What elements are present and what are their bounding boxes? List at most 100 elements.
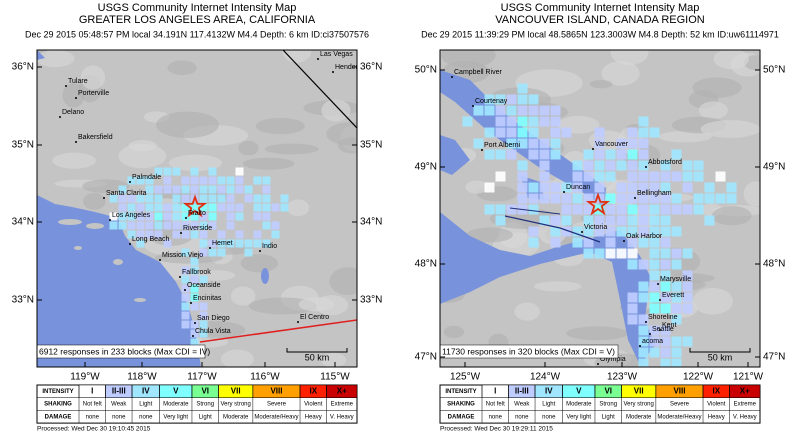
intensity-block <box>616 215 627 226</box>
intensity-block <box>649 215 660 226</box>
city-label: Tulare <box>68 78 88 85</box>
intensity-block <box>217 185 226 194</box>
intensity-block <box>172 185 181 194</box>
relief <box>62 83 85 108</box>
intensity-block <box>199 176 208 185</box>
intensity-block <box>671 303 682 314</box>
intensity-block <box>154 203 163 212</box>
city-dot <box>185 217 187 219</box>
intensity-block <box>473 105 484 116</box>
lat-label: 34°N <box>12 217 34 228</box>
intensity-block <box>199 203 208 212</box>
intensity-block <box>583 215 594 226</box>
city-label: Hemet <box>212 240 233 247</box>
city-label: Delano <box>62 109 84 116</box>
intensity-block <box>682 248 693 259</box>
intensity-block <box>517 94 528 105</box>
relief <box>441 50 496 69</box>
relief <box>52 152 96 169</box>
intensity-block <box>605 226 616 237</box>
city-dot <box>472 105 474 107</box>
intensity-block <box>495 204 506 215</box>
city-label: Rialto <box>188 210 206 217</box>
intensity-label: X+ <box>337 386 347 395</box>
boundary-line <box>509 207 561 215</box>
intensity-block <box>649 182 660 193</box>
intensity-block <box>649 347 660 358</box>
intensity-block <box>638 204 649 215</box>
city-label: Seattle <box>652 326 674 333</box>
intensity-block <box>495 116 506 127</box>
intensity-block <box>235 239 244 248</box>
city-label: Oceanside <box>187 282 221 289</box>
city-dot <box>103 197 105 199</box>
relief <box>329 267 357 296</box>
intensity-block <box>561 127 572 138</box>
intensity-block <box>605 160 616 171</box>
intensity-block <box>262 185 271 194</box>
shaking-label: Very strong <box>624 402 654 408</box>
boundary-line <box>282 50 357 129</box>
intensity-block <box>561 193 572 204</box>
relief <box>80 65 106 90</box>
city-dot <box>597 363 599 365</box>
intensity-block <box>605 204 616 215</box>
intensity-block <box>561 182 572 193</box>
intensity-block <box>271 230 280 239</box>
damage-label: none <box>86 414 100 420</box>
intensity-block <box>127 176 136 185</box>
intensity-block <box>226 212 235 221</box>
intensity-block <box>627 171 638 182</box>
water <box>37 50 45 60</box>
lon-label: 124°W <box>530 372 561 383</box>
intensity-block <box>649 226 660 237</box>
intensity-block <box>172 167 181 176</box>
intensity-block <box>145 221 154 230</box>
intensity-block <box>550 193 561 204</box>
city-label: Marysville <box>660 276 691 283</box>
intensity-block <box>715 193 726 204</box>
city-dot <box>563 191 565 193</box>
intensity-block <box>605 237 616 248</box>
legend-row-label: INTENSITY <box>42 389 73 395</box>
intensity-block <box>244 185 253 194</box>
city-dot <box>481 149 483 151</box>
city-label: acoma <box>642 338 663 345</box>
intensity-block <box>660 160 671 171</box>
lat-label: 49°N <box>763 162 785 173</box>
intensity-block <box>495 94 506 105</box>
responses: 6912 responses in 233 blocks (Max CDI = … <box>39 346 210 356</box>
intensity-block <box>181 266 190 275</box>
intensity-block <box>649 270 660 281</box>
intensity-block <box>649 281 660 292</box>
shaking-label: Not felt <box>486 402 505 408</box>
city-label: Porterville <box>78 90 109 97</box>
intensity-block <box>136 212 145 221</box>
intensity-block <box>506 127 517 138</box>
intensity-block <box>638 292 649 303</box>
damage-label: Very light <box>566 414 591 420</box>
intensity-block <box>616 149 627 160</box>
intensity-block <box>638 127 649 138</box>
damage-label: none <box>515 414 529 420</box>
intensity-block <box>226 239 235 248</box>
intensity-block <box>262 194 271 203</box>
city-dot <box>129 243 131 245</box>
intensity-block <box>572 160 583 171</box>
intensity-label: VI <box>201 386 209 395</box>
intensity-label: V <box>173 386 179 395</box>
intensity-block <box>253 230 262 239</box>
island <box>86 223 104 229</box>
intensity-block <box>181 221 190 230</box>
lat-label: 50°N <box>415 65 437 76</box>
intensity-block <box>262 203 271 212</box>
intensity-block <box>127 230 136 239</box>
intensity-block <box>638 193 649 204</box>
intensity-block <box>693 204 704 215</box>
intensity-block <box>127 221 136 230</box>
processed: Processed: Wed Dec 30 19:10:45 2015 <box>37 426 151 433</box>
city-dot <box>645 321 647 323</box>
intensity-label: IX <box>310 386 318 395</box>
relief <box>533 281 582 292</box>
intensity-block <box>172 230 181 239</box>
